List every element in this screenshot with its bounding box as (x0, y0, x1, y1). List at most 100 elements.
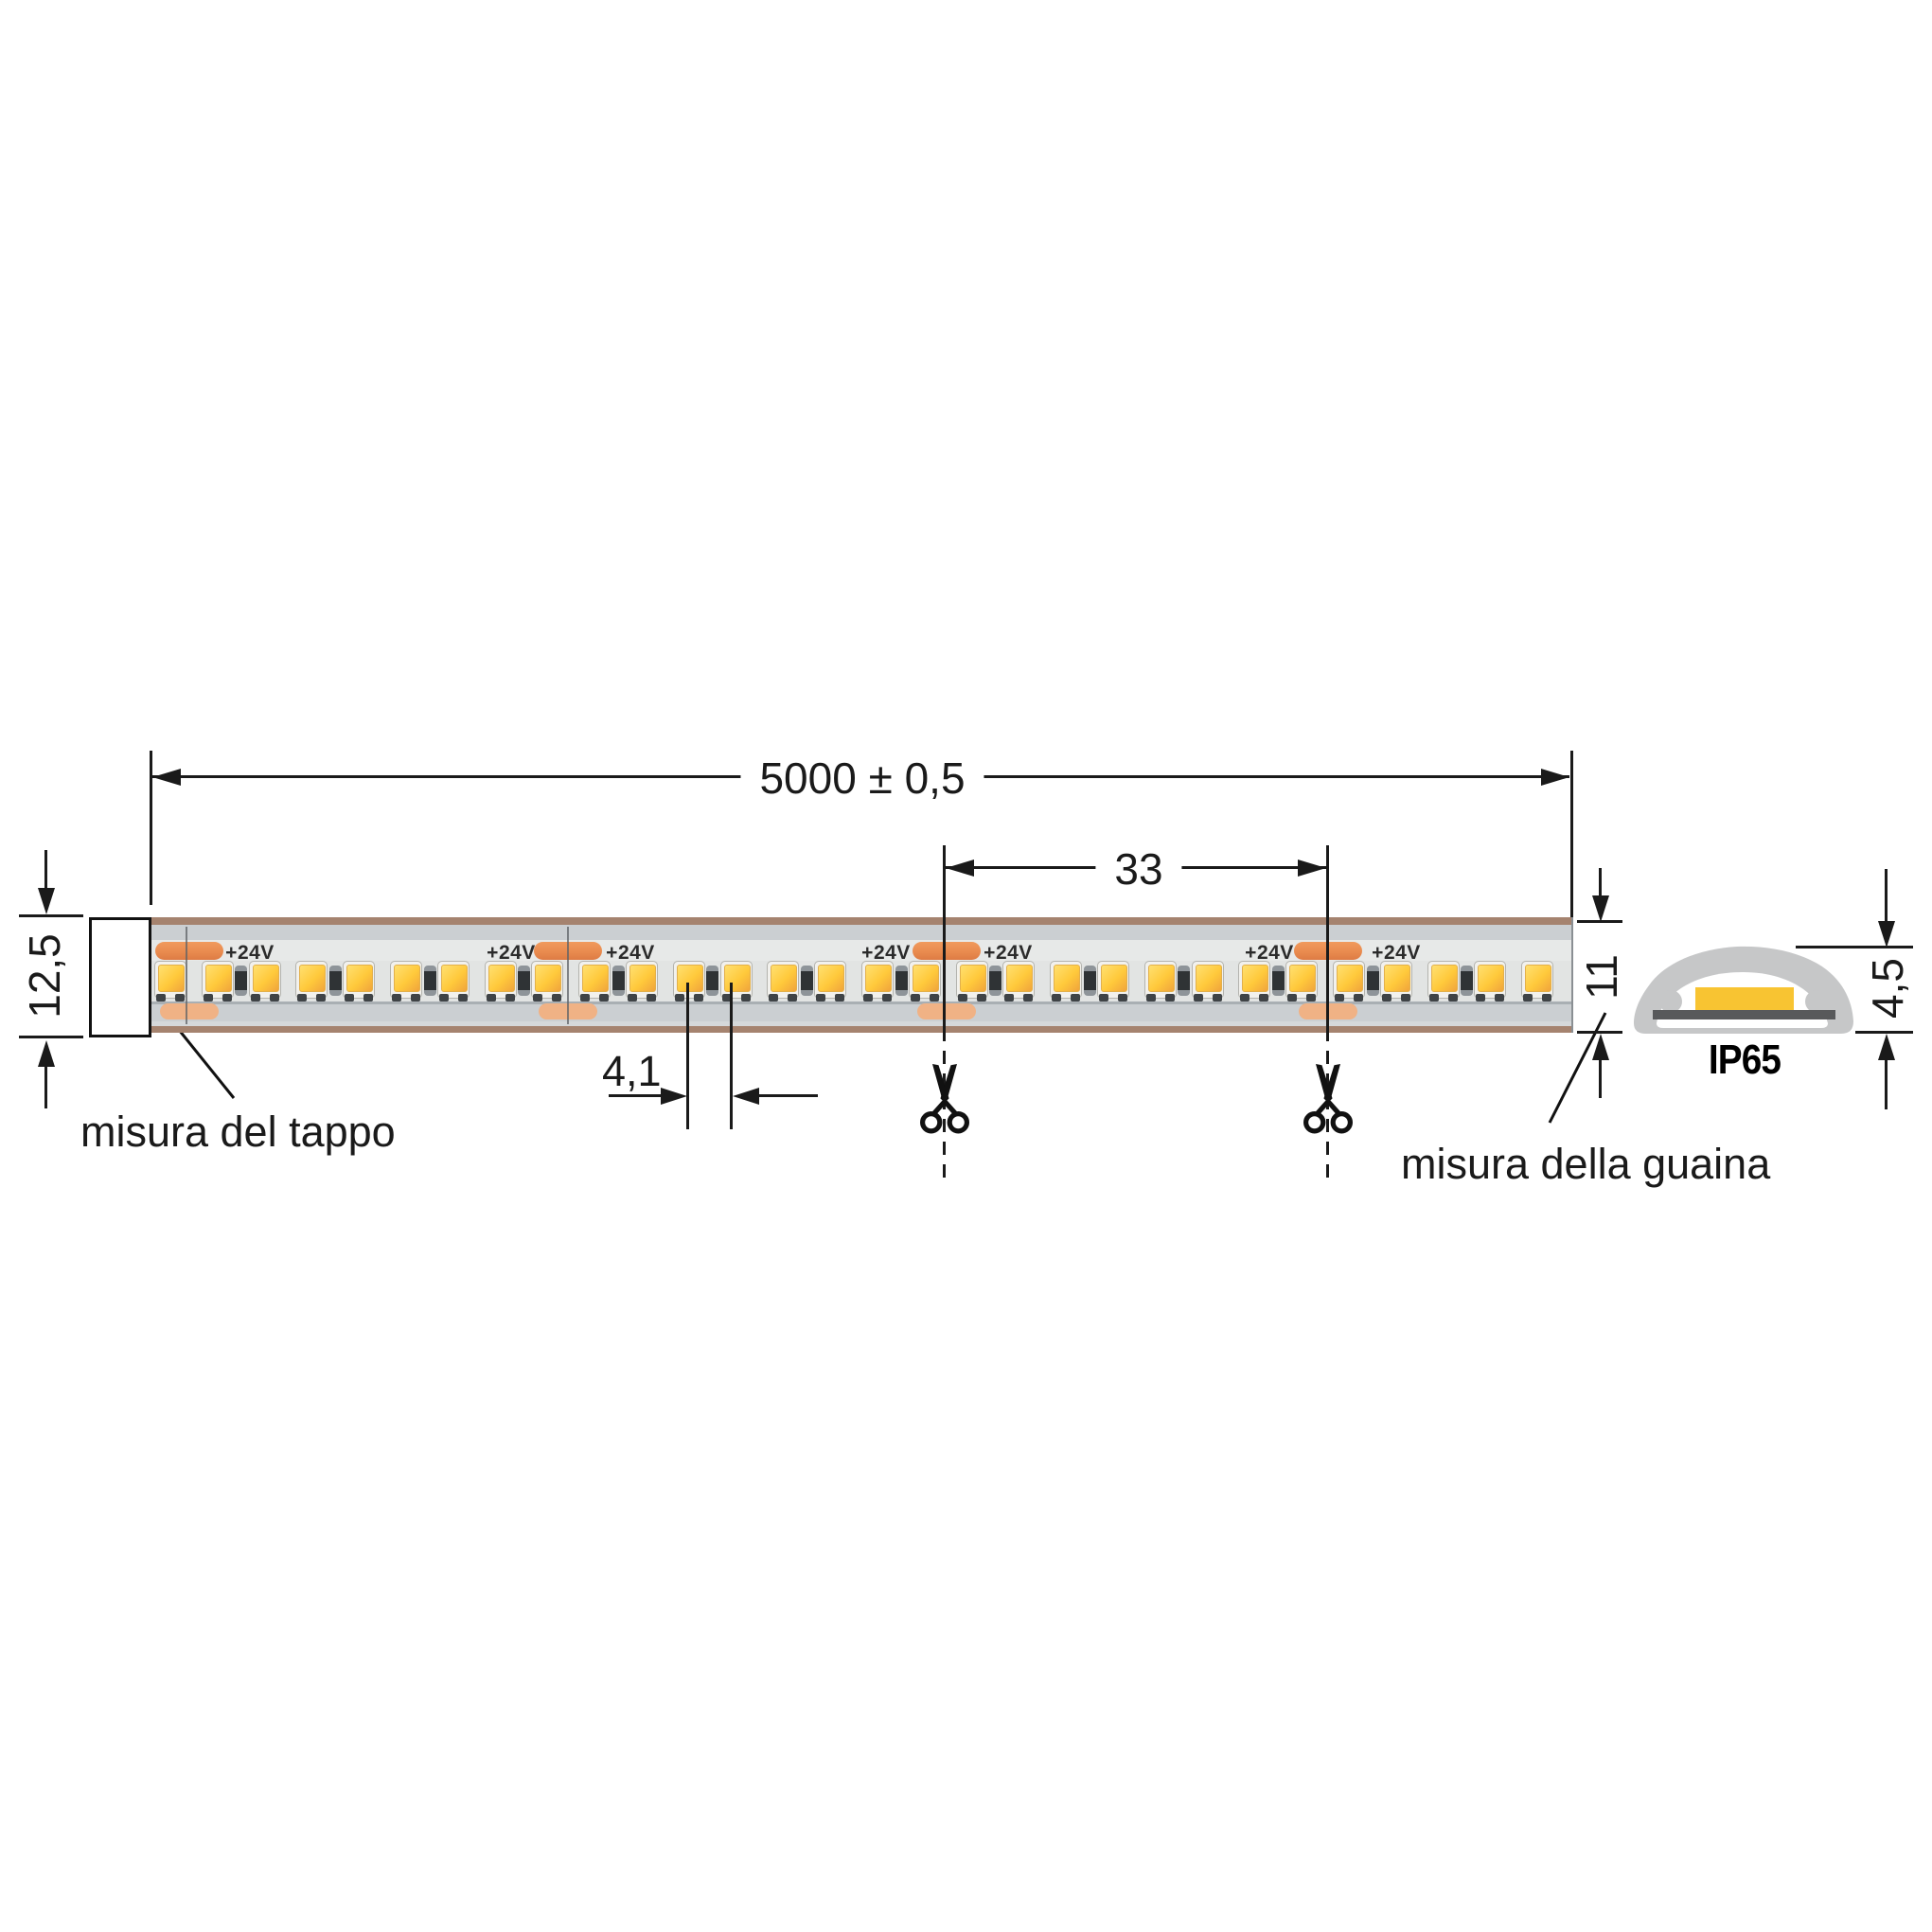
led-chip (626, 961, 658, 1001)
pitch-extension-line-left (686, 983, 689, 1129)
led-chip (248, 961, 281, 1001)
solder-pad-top (913, 942, 981, 960)
arrowhead-right-icon (1298, 859, 1326, 877)
tick-bottom (1855, 1031, 1913, 1034)
led-chip (908, 961, 941, 1001)
dim-total-length-text: 5000 ± 0,5 (740, 756, 984, 800)
arrow-stem-top (44, 850, 47, 892)
profile-led-body (1695, 987, 1794, 1010)
voltage-label: +24V (861, 942, 911, 964)
strip-bottom-edge (151, 1026, 1571, 1033)
resistor-chip (612, 966, 625, 996)
led-chip (201, 961, 234, 1001)
arrow-stem-left (609, 1094, 664, 1097)
dim-cut-unit-text: 33 (1095, 847, 1182, 891)
strip-shadow-line (151, 1001, 1571, 1004)
strip-sheath-top (151, 925, 1571, 940)
scissors-icon (1303, 1064, 1354, 1134)
resistor-chip (800, 966, 813, 996)
arrowhead-down-icon (1877, 921, 1895, 948)
resistor-chip (1083, 966, 1096, 996)
led-chip (1285, 961, 1319, 1001)
profile-pcb (1653, 1010, 1835, 1019)
led-chip (1143, 961, 1177, 1001)
led-chip (484, 961, 517, 1001)
arrowhead-right-icon (661, 1087, 687, 1105)
arrowhead-left-icon (733, 1087, 759, 1105)
voltage-label: +24V (606, 942, 655, 964)
sheath-label: misura della guaina (1401, 1140, 1771, 1188)
led-chip (1238, 961, 1271, 1001)
strip-sheath-bottom (151, 1004, 1571, 1021)
cut-extension-line-right (1326, 845, 1329, 1028)
dim-led-pitch-text: 4,1 (602, 1047, 662, 1095)
arrow-stem-bottom (44, 1067, 47, 1108)
led-chip (1191, 961, 1224, 1001)
led-strip-photo: +24V +24V +24V +24V +24V +24V +24V (151, 917, 1573, 1033)
cut-mark (567, 927, 569, 1024)
led-chip (1050, 961, 1083, 1001)
led-chip (1097, 961, 1129, 1001)
sheath-cross-section (1634, 946, 1853, 1034)
arrowhead-up-icon (1877, 1034, 1895, 1060)
resistor-chip (1271, 966, 1285, 996)
tick-bottom (19, 1036, 83, 1038)
arrow-stem-top (1599, 868, 1602, 898)
scissors-icon (919, 1064, 969, 1134)
end-cap (89, 917, 151, 1037)
pitch-extension-line-right (730, 983, 733, 1129)
resistor-chip (895, 966, 908, 996)
profile-lip-right (1805, 990, 1828, 1013)
arrowhead-left-icon (152, 768, 181, 786)
tick-top (19, 914, 83, 917)
led-chip (1521, 961, 1554, 1001)
dim-sheath-height-text: 11 (1577, 954, 1626, 1000)
led-chip (1474, 961, 1507, 1001)
voltage-label: +24V (487, 942, 536, 964)
led-chip (1427, 961, 1460, 1001)
led-chip (436, 961, 470, 1001)
arrowhead-up-icon (37, 1040, 55, 1067)
cut-extension-line-left (943, 845, 946, 1028)
resistor-chip (328, 966, 342, 996)
arrowhead-right-icon (1541, 768, 1569, 786)
resistor-chip (706, 966, 719, 996)
resistor-chip (1461, 966, 1474, 996)
arrow-stem-bottom (1599, 1060, 1602, 1098)
led-chip (719, 961, 753, 1001)
resistor-chip (235, 966, 248, 996)
led-chip (814, 961, 847, 1001)
voltage-label: +24V (984, 942, 1033, 964)
led-chip (1002, 961, 1036, 1001)
arrow-stem-right (757, 1094, 818, 1097)
led-chip (672, 961, 705, 1001)
led-chip (861, 961, 894, 1001)
led-chip (578, 961, 612, 1001)
solder-pad-bottom (160, 1003, 219, 1019)
arrowhead-left-icon (946, 859, 974, 877)
resistor-chip (518, 966, 531, 996)
led-chip (1333, 961, 1365, 1001)
solder-pad-top (155, 942, 223, 960)
arrowhead-down-icon (1591, 895, 1609, 922)
strip-lower-sliver (151, 1021, 1571, 1026)
arrowhead-up-icon (1591, 1034, 1609, 1060)
arrow-stem-bottom (1885, 1060, 1888, 1109)
arrowhead-down-icon (37, 888, 55, 914)
strip-top-edge (151, 917, 1571, 925)
led-chip (955, 961, 988, 1001)
ip-rating-label: IP65 (1708, 1037, 1781, 1083)
tick-bottom (1577, 1031, 1622, 1034)
led-chip (1379, 961, 1412, 1001)
voltage-label: +24V (1245, 942, 1294, 964)
voltage-label: +24V (1372, 942, 1421, 964)
led-chip (767, 961, 800, 1001)
resistor-chip (1366, 966, 1379, 996)
reference-line-top (1796, 946, 1913, 948)
arrow-stem-top (1885, 869, 1888, 923)
resistor-chip (1178, 966, 1191, 996)
cut-mark (186, 927, 187, 1024)
dim-profile-height-text: 4,5 (1863, 958, 1912, 1019)
led-chip (390, 961, 422, 1001)
